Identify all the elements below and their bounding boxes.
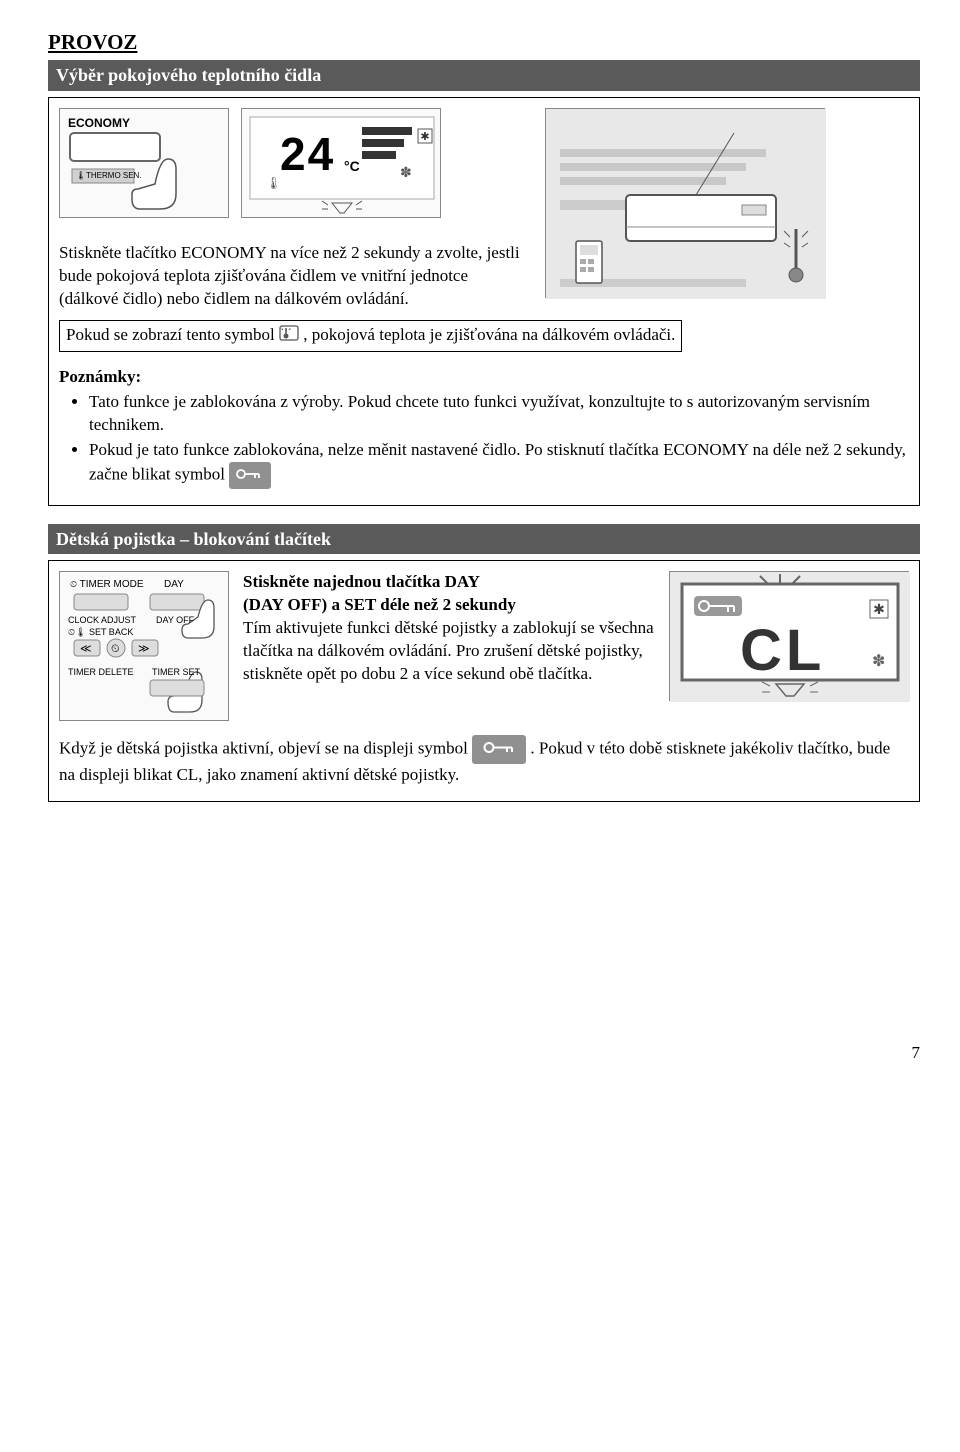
label-day: DAY bbox=[164, 578, 184, 592]
label-clock-adjust: CLOCK ADJUST bbox=[68, 614, 136, 626]
section1-boxed-note: Pokud se zobrazí tento symbol , pokojová… bbox=[59, 320, 682, 352]
bottom-text-a: Když je dětská pojistka aktivní, objeví … bbox=[59, 738, 472, 757]
label-timer-set: TIMER SET bbox=[152, 666, 200, 678]
thermo-icon: 🌡 bbox=[76, 171, 86, 182]
section2-bold1: Stiskněte najednou tlačítka DAY bbox=[243, 571, 655, 594]
section2-header: Dětská pojistka – blokování tlačítek bbox=[48, 524, 920, 554]
section2-panel: ⏲ TIMER MODE DAY CLOCK ADJUST DAY OFF ⏲🌡… bbox=[48, 560, 920, 802]
thermo-sensor-icon bbox=[279, 325, 299, 348]
boxed-text-before: Pokud se zobrazí tento symbol bbox=[66, 325, 279, 344]
section1-header: Výběr pokojového teplotního čidla bbox=[48, 60, 920, 90]
svg-text:✱: ✱ bbox=[420, 131, 429, 143]
thermo-label: THERMO SEN. bbox=[86, 171, 142, 182]
btn-fwd-icon: ≫ bbox=[138, 642, 150, 657]
page-number: 7 bbox=[48, 1042, 920, 1065]
btn-clock-icon: ⏲ bbox=[111, 642, 120, 657]
svg-text:🌡: 🌡 bbox=[266, 176, 281, 190]
notes-heading: Poznámky: bbox=[59, 366, 909, 389]
label-day-off: DAY OFF bbox=[156, 614, 194, 626]
notes-list: Tato funkce je zablokována z výroby. Pok… bbox=[89, 391, 909, 489]
figure-lcd-childlock: ✱ ✽ CL bbox=[669, 571, 909, 701]
figure-remote-buttons: ⏲ TIMER MODE DAY CLOCK ADJUST DAY OFF ⏲🌡… bbox=[59, 571, 229, 721]
section2-rest: Tím aktivujete funkci dětské pojistky a … bbox=[243, 617, 655, 686]
figure-indoor-unit: Vnitřní jednotka bbox=[545, 108, 825, 298]
svg-text:✽: ✽ bbox=[400, 166, 412, 181]
section2-bold2: (DAY OFF) a SET déle než 2 sekundy bbox=[243, 594, 655, 617]
note2-text: Pokud je tato funkce zablokována, nelze … bbox=[89, 440, 906, 483]
btn-back-icon: ≪ bbox=[80, 642, 92, 657]
section2-bottom-paragraph: Když je dětská pojistka aktivní, objeví … bbox=[59, 735, 909, 787]
figure-economy-button: ECONOMY 🌡 THERMO SEN. bbox=[59, 108, 229, 218]
label-timer-mode: ⏲ TIMER MODE bbox=[70, 578, 144, 592]
label-set-back: ⏲🌡 SET BACK bbox=[68, 626, 133, 638]
key-lock-icon-2 bbox=[472, 735, 526, 764]
svg-text:✽: ✽ bbox=[872, 653, 885, 670]
note-item-1: Tato funkce je zablokována z výroby. Pok… bbox=[89, 391, 909, 437]
svg-text:✱: ✱ bbox=[873, 603, 885, 618]
lcd-cl: CL bbox=[740, 612, 825, 690]
lcd-temp-unit: °C bbox=[344, 157, 360, 176]
label-timer-delete: TIMER DELETE bbox=[68, 666, 134, 678]
figure-lcd-display: ✱ ✽ 🌡 24 °C bbox=[241, 108, 441, 218]
boxed-text-after: , pokojová teplota je zjišťována na dálk… bbox=[303, 325, 675, 344]
section1-panel: ECONOMY 🌡 THERMO SEN. bbox=[48, 97, 920, 506]
page-title: PROVOZ bbox=[48, 28, 920, 56]
key-lock-icon bbox=[229, 462, 271, 489]
note-item-2: Pokud je tato funkce zablokována, nelze … bbox=[89, 439, 909, 489]
lcd-temp: 24 bbox=[280, 123, 335, 185]
section1-paragraph: Stiskněte tlačítko ECONOMY na více než 2… bbox=[59, 242, 529, 311]
section2-instructions: Stiskněte najednou tlačítka DAY (DAY OFF… bbox=[243, 571, 655, 686]
